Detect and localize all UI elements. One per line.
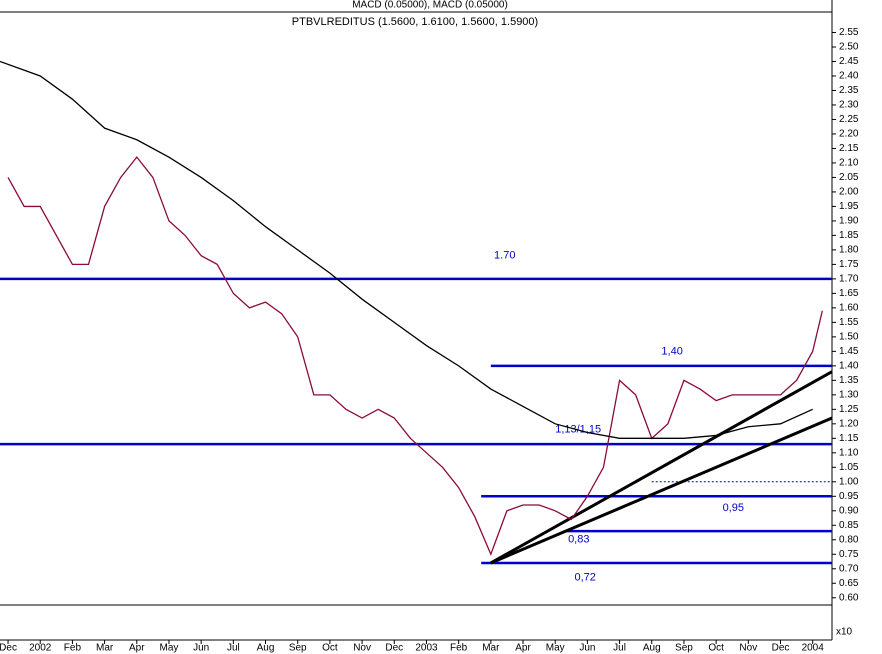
y-tick-label: 1.60 — [839, 303, 859, 314]
x-tick-label: Feb — [450, 643, 468, 654]
y-tick-label: 1.95 — [839, 201, 859, 212]
x-tick-label: Oct — [322, 643, 338, 654]
y-tick-label: 2.20 — [839, 129, 859, 140]
y-tick-label: 1.10 — [839, 447, 859, 458]
x-tick-label: May — [546, 643, 565, 654]
y-tick-label: 1.35 — [839, 375, 859, 386]
x-tick-label: Aug — [643, 643, 661, 654]
y-tick-label: 2.45 — [839, 56, 859, 67]
y-tick-label: 1.30 — [839, 389, 859, 400]
x-tick-label: Feb — [64, 643, 82, 654]
y-tick-label: 0.75 — [839, 549, 859, 560]
y-tick-label: 0.95 — [839, 491, 859, 502]
y-tick-label: 2.25 — [839, 114, 859, 125]
level-label: 1,40 — [661, 345, 682, 357]
y-tick-label: 2.50 — [839, 42, 859, 53]
x-tick-label: 2003 — [415, 643, 438, 654]
chart-title: PTBVLREDITUS (1.5600, 1.6100, 1.5600, 1.… — [292, 16, 538, 28]
y-tick-label: 1.15 — [839, 433, 859, 444]
y-tick-label: 1.65 — [839, 288, 859, 299]
y-tick-label: 1.25 — [839, 404, 859, 415]
x-tick-label: Mar — [96, 643, 114, 654]
x-tick-label: Aug — [257, 643, 275, 654]
y-tick-label: 2.15 — [839, 143, 859, 154]
x-tick-label: 2002 — [29, 643, 52, 654]
y-tick-label: 1.70 — [839, 274, 859, 285]
x-tick-label: Sep — [289, 643, 307, 654]
y-tick-label: 0.60 — [839, 592, 859, 603]
x-tick-label: Dec — [772, 643, 790, 654]
x-tick-label: Dec — [0, 643, 17, 654]
y-tick-label: 2.10 — [839, 158, 859, 169]
y-tick-label: 0.90 — [839, 505, 859, 516]
y-tick-label: 2.55 — [839, 27, 859, 38]
level-label: 1.70 — [494, 250, 515, 262]
x-tick-label: Apr — [129, 643, 145, 654]
y-tick-label: 2.00 — [839, 187, 859, 198]
level-label: 0,72 — [575, 571, 596, 583]
y-tick-label: 1.20 — [839, 418, 859, 429]
y-tick-label: 2.05 — [839, 172, 859, 183]
y-tick-label: 1.90 — [839, 216, 859, 227]
x-tick-label: Jun — [579, 643, 595, 654]
indicator-label: x10 — [836, 627, 853, 638]
x-tick-label: Sep — [675, 643, 693, 654]
level-label: 0,95 — [723, 502, 744, 514]
x-tick-label: Jul — [613, 643, 626, 654]
level-label: 0,83 — [568, 534, 589, 546]
y-tick-label: 0.85 — [839, 520, 859, 531]
x-tick-label: May — [160, 643, 179, 654]
price-line — [0, 60, 813, 439]
x-tick-label: Nov — [353, 643, 371, 654]
y-tick-label: 1.75 — [839, 259, 859, 270]
y-tick-label: 0.80 — [839, 534, 859, 545]
y-tick-label: 1.40 — [839, 360, 859, 371]
x-tick-label: Apr — [515, 643, 531, 654]
y-tick-label: 1.80 — [839, 245, 859, 256]
price-line — [7, 156, 823, 557]
y-tick-label: 1.45 — [839, 346, 859, 357]
x-tick-label: Mar — [482, 643, 500, 654]
trendline — [490, 370, 833, 565]
y-tick-label: 1.55 — [839, 317, 859, 328]
x-tick-label: Oct — [708, 643, 724, 654]
x-tick-label: Nov — [739, 643, 757, 654]
x-tick-label: Dec — [385, 643, 403, 654]
y-tick-label: 2.40 — [839, 71, 859, 82]
x-tick-label: Jul — [227, 643, 240, 654]
y-tick-label: 0.65 — [839, 578, 859, 589]
y-tick-label: 1.00 — [839, 476, 859, 487]
y-tick-label: 1.85 — [839, 230, 859, 241]
x-tick-label: 2004 — [802, 643, 825, 654]
y-tick-label: 2.35 — [839, 85, 859, 96]
x-tick-label: Jun — [193, 643, 209, 654]
trendline — [490, 416, 833, 565]
y-tick-label: 1.50 — [839, 332, 859, 343]
y-tick-label: 1.05 — [839, 462, 859, 473]
y-tick-label: 2.30 — [839, 100, 859, 111]
top-indicator-text: MACD (0.05000), MACD (0.05000) — [352, 0, 508, 11]
y-tick-label: 0.70 — [839, 563, 859, 574]
